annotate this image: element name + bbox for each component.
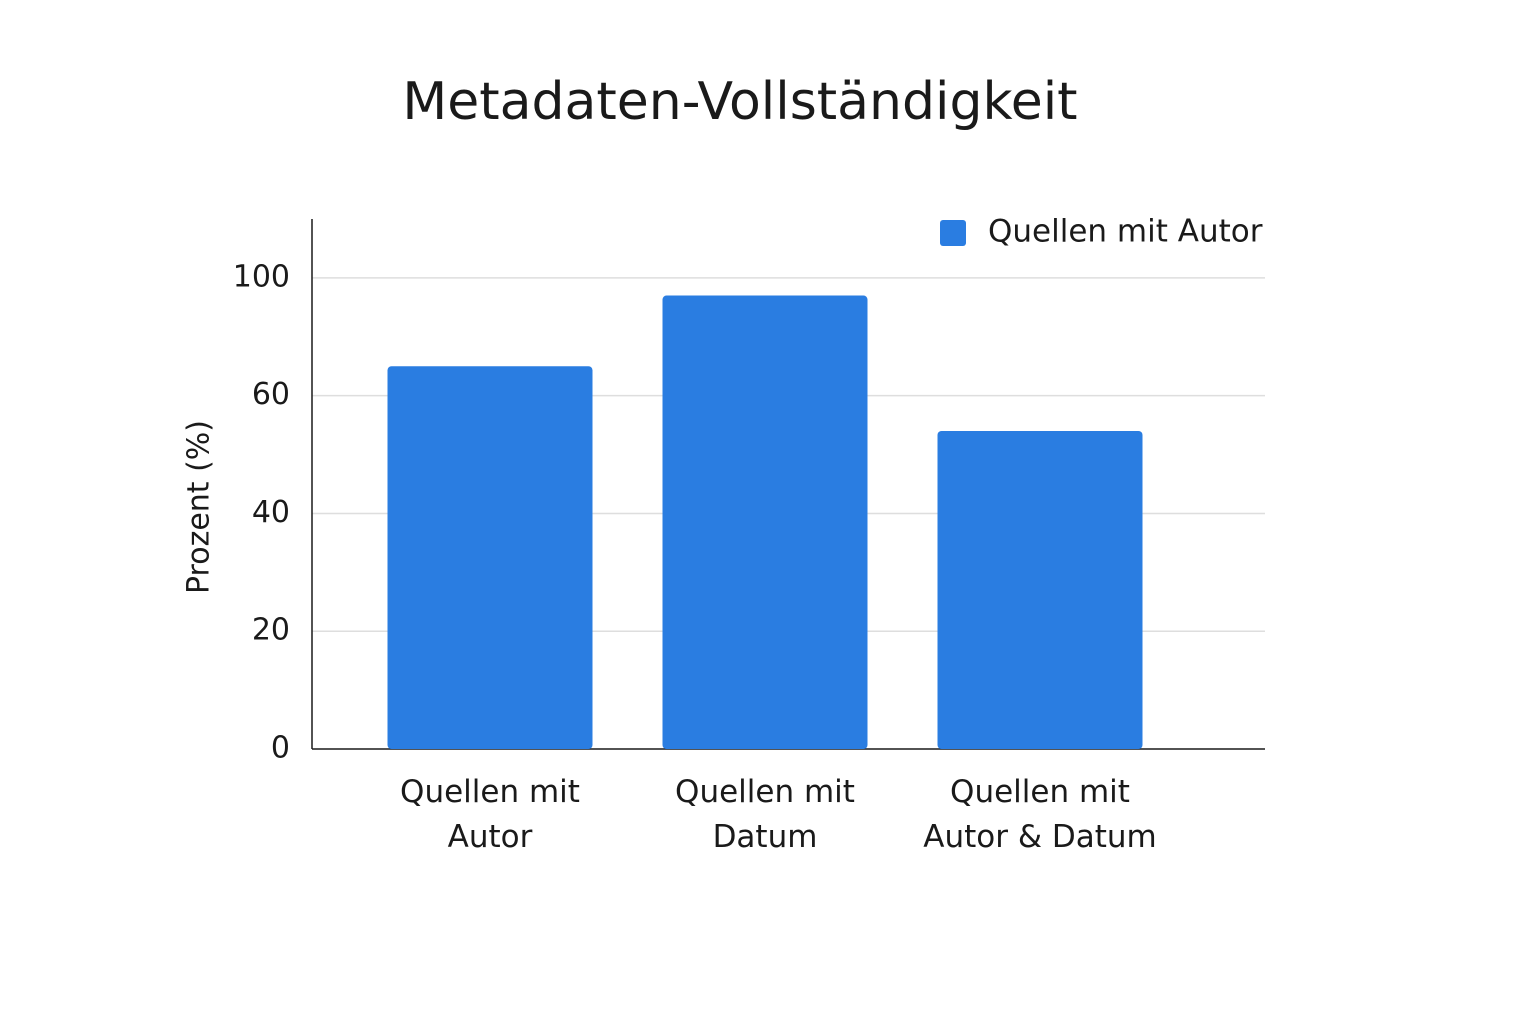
y-tick-label: 100 <box>233 259 290 294</box>
y-axis-label: Prozent (%) <box>182 420 217 594</box>
chart-title: Metadaten-Vollständigkeit <box>402 72 1077 132</box>
legend-label: Quellen mit Autor <box>988 214 1263 250</box>
bar <box>387 366 593 749</box>
y-tick-label: 0 <box>271 731 290 766</box>
bar <box>662 295 868 749</box>
x-tick-label: Quellen mit Autor <box>400 774 580 855</box>
y-tick-label: 20 <box>252 613 290 648</box>
y-tick-label: 60 <box>252 377 290 412</box>
x-tick-label: Quellen mit Autor & Datum <box>923 774 1156 855</box>
y-tick-label: 40 <box>252 495 290 530</box>
bar <box>937 431 1143 749</box>
x-tick-label: Quellen mit Datum <box>675 774 855 855</box>
legend-swatch <box>940 220 966 246</box>
